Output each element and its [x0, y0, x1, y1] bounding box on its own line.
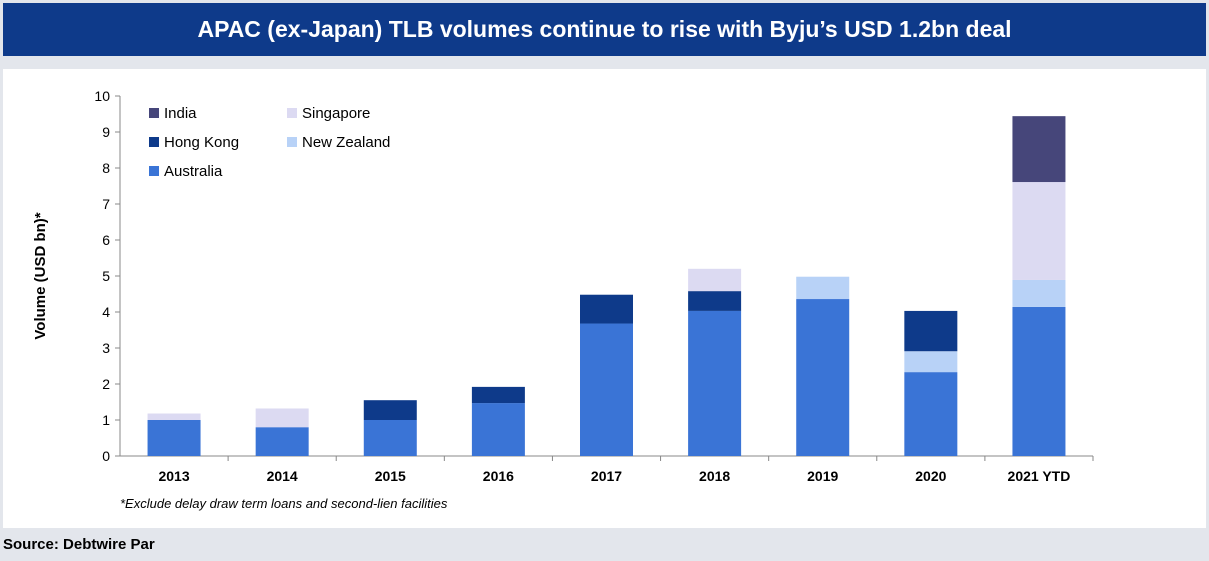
bar-hong-kong-2015	[363, 400, 417, 420]
bar-singapore-2013	[147, 413, 201, 420]
x-tick-label: 2015	[375, 468, 406, 484]
y-axis-label: Volume (USD bn)*	[32, 212, 49, 339]
legend-label-singapore: Singapore	[302, 105, 370, 122]
y-tick-label: 7	[102, 196, 110, 212]
bar-singapore-2018	[688, 268, 742, 292]
bar-india-2021-ytd	[1012, 116, 1066, 183]
legend-swatch-australia	[149, 166, 159, 176]
bar-singapore-2014	[255, 408, 309, 428]
source-note: Source: Debtwire Par	[3, 536, 155, 553]
chart-panel: 0 1 2 3 4 5 6 7 8 9 10 Volume (USD bn)* 2013 2014 2015…	[3, 69, 1206, 528]
x-tick-label: 2019	[807, 468, 838, 484]
bar-australia-2013	[147, 420, 201, 456]
chart-title-banner: APAC (ex-Japan) TLB volumes continue to …	[3, 3, 1206, 56]
x-tick-label: 2018	[699, 468, 730, 484]
y-tick-label: 6	[102, 232, 110, 248]
y-tick-label: 10	[94, 88, 110, 104]
x-tick-label: 2016	[483, 468, 514, 484]
bar-australia-2020	[904, 372, 958, 456]
bar-hong-kong-2017	[580, 294, 633, 324]
x-tick-label: 2017	[591, 468, 622, 484]
y-tick-label: 9	[102, 124, 110, 140]
bar-australia-2017	[580, 323, 633, 456]
legend-label-new-zealand: New Zealand	[302, 134, 390, 151]
legend-swatch-singapore	[287, 108, 297, 118]
bar-new-zealand-2020	[904, 351, 958, 373]
bar-australia-2014	[255, 427, 309, 456]
bar-singapore-2021-ytd	[1012, 182, 1066, 280]
bar-australia-2019	[796, 299, 850, 456]
x-tick-label: 2021 YTD	[1008, 468, 1071, 484]
y-tick-label: 5	[102, 268, 110, 284]
chart-footnote: *Exclude delay draw term loans and secon…	[120, 496, 448, 511]
bar-hong-kong-2016	[471, 386, 525, 404]
bar-australia-2015	[363, 420, 417, 456]
x-tick-label: 2020	[915, 468, 946, 484]
bar-australia-2018	[688, 310, 742, 456]
legend-label-india: India	[164, 105, 197, 122]
legend-label-australia: Australia	[164, 163, 223, 180]
bar-new-zealand-2019	[796, 276, 850, 300]
y-tick-label: 8	[102, 160, 110, 176]
bar-australia-2021-ytd	[1012, 306, 1066, 456]
x-tick-label: 2014	[267, 468, 298, 484]
legend-swatch-india	[149, 108, 159, 118]
legend-swatch-hong-kong	[149, 137, 159, 147]
y-tick-label: 0	[102, 448, 110, 464]
stacked-bar-chart: 0 1 2 3 4 5 6 7 8 9 10 Volume (USD bn)* 2013 2014 2015…	[32, 88, 1094, 484]
bar-new-zealand-2021-ytd	[1012, 279, 1066, 307]
y-tick-label: 4	[102, 304, 110, 320]
chart-title: APAC (ex-Japan) TLB volumes continue to …	[197, 16, 1012, 42]
legend-label-hong-kong: Hong Kong	[164, 134, 239, 151]
bar-australia-2016	[471, 403, 525, 456]
y-tick-label: 2	[102, 376, 110, 392]
legend-swatch-new-zealand	[287, 137, 297, 147]
bar-hong-kong-2018	[688, 291, 742, 311]
bar-hong-kong-2020	[904, 310, 958, 352]
y-tick-label: 3	[102, 340, 110, 356]
y-tick-label: 1	[102, 412, 110, 428]
x-tick-label: 2013	[158, 468, 189, 484]
